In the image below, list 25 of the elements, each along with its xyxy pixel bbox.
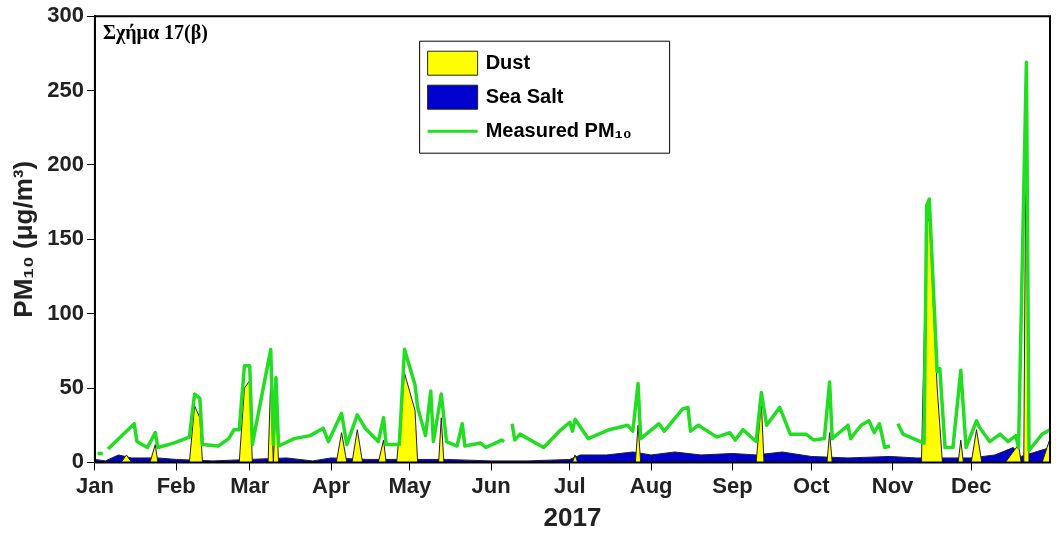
legend-label: Sea Salt	[485, 84, 564, 107]
y-tick-label: 300	[47, 2, 84, 28]
x-tick-label: Dec	[951, 472, 992, 498]
legend-label: Measured PM₁₀	[485, 118, 632, 141]
x-tick-label: Mar	[230, 472, 270, 498]
x-tick-label: Nov	[871, 472, 915, 498]
legend-label: Dust	[485, 50, 531, 73]
x-tick-label: Oct	[792, 472, 831, 498]
y-tick-label: 200	[47, 151, 84, 176]
x-tick-label: Feb	[156, 472, 196, 498]
annotation: Σχήμα 17(β)	[102, 21, 208, 45]
y-tick-label: 0	[71, 448, 84, 474]
x-tick-label: Apr	[312, 472, 351, 498]
y-tick-label: 100	[47, 299, 84, 325]
x-tick-label: Jun	[471, 472, 511, 498]
x-tick-label: Jul	[553, 472, 586, 498]
y-axis-title: PM₁₀ (μg/m³)	[7, 160, 38, 318]
x-tick-label: May	[388, 472, 432, 498]
x-tick-label: Sep	[712, 472, 753, 498]
x-tick-label: Jan	[75, 472, 114, 498]
y-tick-label: 150	[47, 225, 84, 251]
x-tick-label: Aug	[629, 472, 673, 498]
y-tick-label: 50	[59, 374, 84, 400]
y-tick-label: 250	[47, 76, 84, 102]
x-axis-title: 2017	[543, 501, 602, 532]
